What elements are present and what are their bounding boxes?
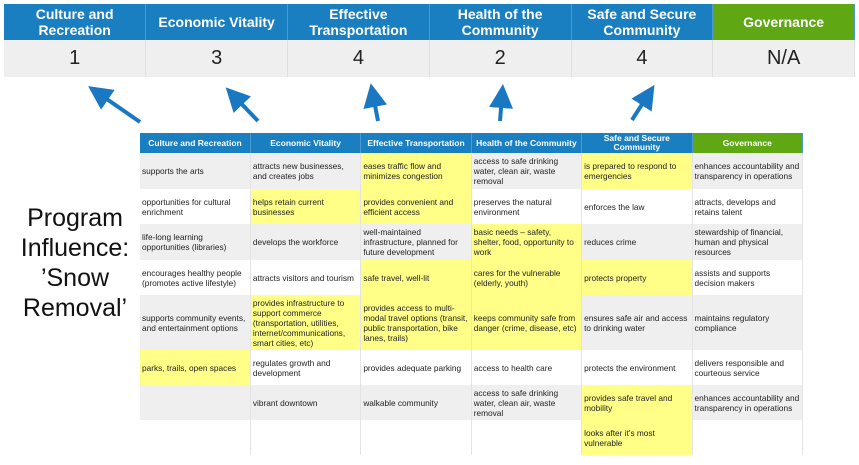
grid-cell: protects property xyxy=(581,260,693,295)
criteria-grid: Culture and Recreation Economic Vitality E… xyxy=(140,133,804,455)
grid-cell: delivers responsible and courteous servi… xyxy=(692,350,804,385)
table-row: parks, trails, open spaces regulates grow… xyxy=(140,350,804,385)
grid-header: Culture and Recreation xyxy=(140,133,251,153)
table-row: vibrant downtown walkable community access… xyxy=(140,385,804,420)
grid-cell: keeps community safe from danger (crime,… xyxy=(471,295,583,350)
table-row: life-long learning opportunities (librar… xyxy=(140,224,804,260)
grid-cell: enhances accountability and transparency… xyxy=(692,153,804,189)
grid-cell: provides convenient and efficient access xyxy=(360,189,472,224)
grid-cell: protects the environment xyxy=(581,350,693,385)
grid-cell xyxy=(250,420,362,455)
summary-score: 1 xyxy=(4,40,147,77)
arrow-icon xyxy=(489,84,514,122)
grid-cell: supports the arts xyxy=(140,153,251,189)
label-line: Influence: xyxy=(20,234,130,262)
grid-cell: attracts new businesses, and creates job… xyxy=(250,153,362,189)
grid-cell: life-long learning opportunities (librar… xyxy=(140,224,251,260)
summary-score: 4 xyxy=(287,40,430,77)
grid-cell: provides adequate parking xyxy=(360,350,472,385)
grid-header: Governance xyxy=(692,133,804,153)
grid-cell: well-maintained infrastructure, planned … xyxy=(360,224,472,260)
summary-score: N/A xyxy=(712,40,855,77)
grid-cell: looks after it's most vulnerable xyxy=(581,420,693,455)
grid-cell xyxy=(140,420,251,455)
summary-score: 4 xyxy=(571,40,714,77)
grid-cell: vibrant downtown xyxy=(250,385,362,420)
grid-cell: helps retain current businesses xyxy=(250,189,362,224)
grid-cell: provides infrastructure to support comme… xyxy=(250,295,362,350)
grid-cell: assists and supports decision makers xyxy=(692,260,804,295)
summary-header: Safe and Secure Community xyxy=(571,4,714,40)
grid-cell xyxy=(471,420,583,455)
grid-header: Health of the Community xyxy=(471,133,583,153)
grid-header: Economic Vitality xyxy=(250,133,362,153)
table-row: opportunities for cultural enrichment hel… xyxy=(140,189,804,224)
grid-cell: enforces the law xyxy=(581,189,693,224)
summary-header: Economic Vitality xyxy=(145,4,288,40)
grid-cell: develops the workforce xyxy=(250,224,362,260)
grid-header: Safe and Secure Community xyxy=(581,133,693,153)
grid-cell: basic needs – safety, shelter, food, opp… xyxy=(471,224,583,260)
label-line: ’Snow xyxy=(40,264,110,292)
summary-header: Culture and Recreation xyxy=(4,4,147,40)
grid-cell xyxy=(692,420,804,455)
grid-cell: eases traffic flow and minimizes congest… xyxy=(360,153,472,189)
grid-header: Effective Transportation xyxy=(360,133,472,153)
grid-cell xyxy=(140,385,251,420)
grid-cell: is prepared to respond to emergencies xyxy=(581,153,693,189)
arrow-icon xyxy=(88,86,142,124)
grid-cell: preserves the natural environment xyxy=(471,189,583,224)
grid-cell: ensures safe air and access to drinking … xyxy=(581,295,693,350)
summary-score: 3 xyxy=(145,40,288,77)
grid-cell: stewardship of financial, human and phys… xyxy=(692,224,804,260)
summary-score: 2 xyxy=(429,40,572,77)
label-line: Removal’ xyxy=(22,294,128,322)
grid-cell: regulates growth and development xyxy=(250,350,362,385)
grid-cell: walkable community xyxy=(360,385,472,420)
grid-cell: opportunities for cultural enrichment xyxy=(140,189,251,224)
grid-cell: supports community events, and entertain… xyxy=(140,295,251,350)
arrow-icon xyxy=(363,83,388,122)
grid-cell: attracts visitors and tourism xyxy=(250,260,362,295)
arrow-icon xyxy=(225,87,260,123)
grid-cell: reduces crime xyxy=(581,224,693,260)
grid-cell: attracts, develops and retains talent xyxy=(692,189,804,224)
summary-table: Culture and Recreation Economic Vitality E… xyxy=(4,4,855,77)
table-row: looks after it's most vulnerable xyxy=(140,420,804,455)
grid-cell: access to safe drinking water, clean air… xyxy=(471,385,583,420)
table-row: supports the arts attracts new businesses… xyxy=(140,153,804,189)
summary-header: Governance xyxy=(712,4,855,40)
grid-cell: encourages healthy people (promotes acti… xyxy=(140,260,251,295)
table-row: encourages healthy people (promotes acti… xyxy=(140,260,804,295)
grid-cell xyxy=(360,420,472,455)
arrow-icon xyxy=(630,84,655,122)
grid-cell: access to health care xyxy=(471,350,583,385)
grid-cell: provides safe travel and mobility xyxy=(581,385,693,420)
table-row: supports community events, and entertain… xyxy=(140,295,804,350)
program-influence-label: Program Influence: ’Snow Removal’ xyxy=(0,203,150,323)
summary-header: Health of the Community xyxy=(429,4,572,40)
grid-cell: access to safe drinking water, clean air… xyxy=(471,153,583,189)
grid-cell: cares for the vulnerable (elderly, youth… xyxy=(471,260,583,295)
grid-cell: safe travel, well-lit xyxy=(360,260,472,295)
grid-cell: enhances accountability and transparency… xyxy=(692,385,804,420)
summary-header: Effective Transportation xyxy=(287,4,430,40)
grid-cell: maintains regulatory compliance xyxy=(692,295,804,350)
grid-cell: parks, trails, open spaces xyxy=(140,350,251,385)
label-line: Program xyxy=(27,204,123,232)
grid-cell: provides access to multi-modal travel op… xyxy=(360,295,472,350)
